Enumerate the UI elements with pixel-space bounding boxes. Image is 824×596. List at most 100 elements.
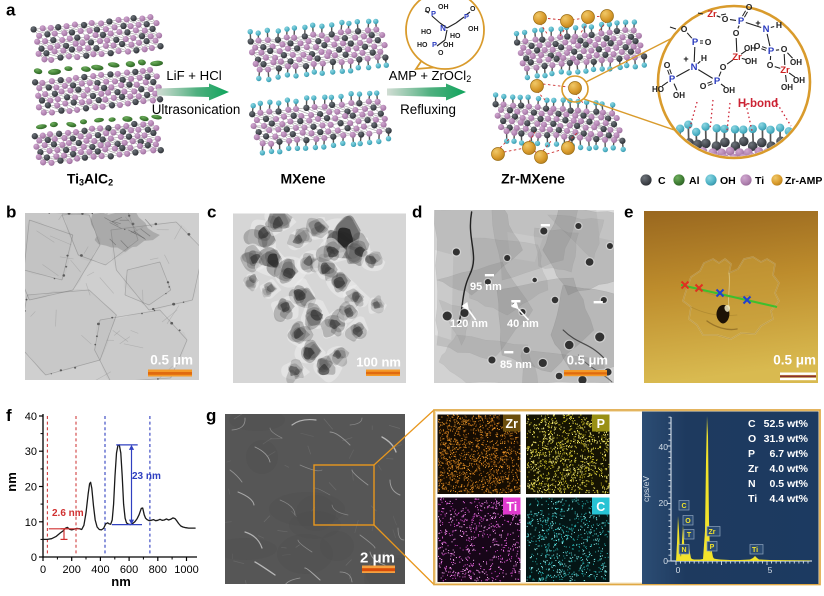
svg-text:O: O (685, 518, 691, 525)
svg-text:C: C (748, 418, 756, 430)
svg-text:P: P (597, 417, 605, 431)
svg-text:nm: nm (111, 574, 131, 589)
svg-text:OH: OH (443, 42, 454, 49)
svg-text:40 nm: 40 nm (507, 318, 539, 330)
svg-text:100 nm: 100 nm (356, 355, 401, 370)
svg-text:31.9 wt%: 31.9 wt% (764, 433, 809, 445)
svg-text:nm: nm (4, 472, 19, 492)
svg-text:Zr: Zr (780, 65, 790, 76)
svg-text:AMP + ZrOCl2: AMP + ZrOCl2 (389, 68, 471, 84)
svg-text:HO: HO (417, 42, 428, 49)
svg-text:Ti: Ti (506, 500, 517, 514)
svg-text:OH: OH (744, 44, 756, 53)
svg-text:O: O (664, 60, 671, 70)
svg-text:0: 0 (31, 552, 37, 564)
svg-text:0.5 μm: 0.5 μm (150, 353, 193, 368)
svg-text:0.5 μm: 0.5 μm (567, 353, 608, 368)
svg-text:2.6 nm: 2.6 nm (52, 508, 84, 519)
svg-text:N: N (763, 24, 770, 35)
svg-text:O: O (705, 37, 712, 47)
svg-text:C: C (596, 500, 605, 514)
svg-text:Zr-AMP: Zr-AMP (785, 175, 822, 187)
svg-text:4.0 wt%: 4.0 wt% (769, 463, 808, 475)
svg-text:N: N (691, 62, 698, 73)
svg-text:85 nm: 85 nm (500, 359, 532, 371)
svg-text:1000: 1000 (174, 564, 198, 576)
svg-text:cps/eV: cps/eV (641, 476, 651, 502)
svg-text:f: f (6, 406, 12, 425)
svg-text:+: + (755, 18, 760, 28)
svg-text:Zr-MXene: Zr-MXene (501, 171, 565, 187)
svg-text:O: O (700, 81, 707, 91)
svg-text:Ti: Ti (755, 175, 764, 187)
svg-text:a: a (6, 1, 16, 20)
svg-text:P: P (432, 40, 437, 49)
svg-text:0.5 wt%: 0.5 wt% (769, 478, 808, 490)
svg-text:OH: OH (723, 86, 735, 95)
svg-text:Refluxing: Refluxing (400, 102, 456, 117)
svg-text:T: T (687, 532, 692, 539)
svg-text:200: 200 (63, 564, 81, 576)
svg-text:120 nm: 120 nm (450, 318, 488, 330)
svg-text:Zr: Zr (709, 529, 716, 536)
svg-text:OH: OH (793, 76, 805, 85)
svg-text:N: N (748, 478, 756, 490)
svg-text:23 nm: 23 nm (132, 471, 161, 482)
svg-text:O: O (722, 14, 729, 24)
svg-text:Al: Al (689, 175, 700, 187)
svg-text:10: 10 (25, 517, 37, 529)
svg-text:52.5 wt%: 52.5 wt% (764, 418, 809, 430)
svg-text:g: g (206, 406, 216, 425)
svg-text:C: C (681, 503, 686, 510)
svg-text:P: P (738, 16, 745, 27)
svg-text:d: d (412, 203, 422, 222)
svg-text:P: P (669, 74, 676, 85)
svg-text:O: O (438, 50, 444, 57)
svg-text:OH: OH (673, 91, 685, 100)
svg-text:+: + (683, 54, 688, 64)
svg-text:40: 40 (25, 411, 37, 423)
svg-text:5: 5 (768, 565, 773, 575)
svg-text:OH: OH (790, 58, 802, 67)
svg-text:b: b (6, 203, 16, 222)
svg-text:P: P (692, 37, 699, 48)
svg-text:0.5 μm: 0.5 μm (773, 353, 816, 368)
svg-text:2 μm: 2 μm (360, 550, 395, 567)
svg-text:O: O (748, 433, 756, 445)
svg-text:30: 30 (25, 446, 37, 458)
svg-text:OH: OH (781, 83, 793, 92)
svg-text:O: O (720, 62, 727, 72)
svg-text:Zr: Zr (707, 9, 717, 20)
svg-text:P: P (710, 544, 715, 551)
svg-text:OH: OH (438, 4, 449, 11)
svg-text:95 nm: 95 nm (470, 281, 502, 293)
svg-text:O: O (681, 24, 688, 34)
svg-text:OH: OH (468, 26, 479, 33)
svg-text:800: 800 (149, 564, 167, 576)
svg-text:O: O (781, 44, 788, 54)
svg-text:O: O (733, 28, 740, 38)
svg-text:O: O (746, 2, 753, 12)
svg-text:Zr: Zr (506, 417, 519, 431)
svg-text:Zr: Zr (732, 52, 742, 63)
svg-text:Ti3AlC2: Ti3AlC2 (67, 171, 113, 188)
svg-text:HO: HO (450, 33, 461, 40)
svg-text:0: 0 (663, 556, 668, 566)
svg-text:40: 40 (659, 442, 669, 452)
svg-text:0: 0 (676, 565, 681, 575)
svg-text:0: 0 (40, 564, 46, 576)
svg-text:20: 20 (659, 498, 669, 508)
svg-text:P: P (714, 76, 721, 87)
svg-text:H: H (776, 20, 782, 30)
svg-text:H-bond: H-bond (738, 98, 778, 110)
svg-text:4.4 wt%: 4.4 wt% (769, 493, 808, 505)
svg-text:N: N (681, 547, 686, 554)
svg-text:P: P (431, 9, 436, 18)
svg-text:P: P (748, 448, 755, 460)
svg-text:Ti: Ti (752, 547, 758, 554)
svg-text:C: C (658, 175, 666, 187)
svg-text:N: N (440, 24, 446, 33)
svg-text:P: P (768, 46, 775, 57)
svg-text:Zr: Zr (748, 463, 759, 475)
svg-text:6.7 wt%: 6.7 wt% (769, 448, 808, 460)
